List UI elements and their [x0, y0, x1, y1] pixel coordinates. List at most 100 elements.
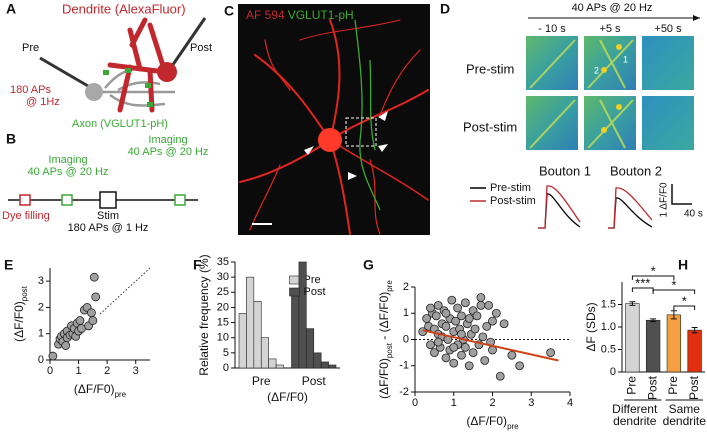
arrowheads: [304, 111, 388, 180]
label-part: - (ΔF/F0): [377, 292, 391, 343]
y-tick-label: 1.0: [601, 321, 616, 333]
significance-label: *: [651, 263, 656, 278]
stim-line: @ 1Hz: [26, 96, 60, 108]
scale-y-label: 1 ΔF/F0: [659, 182, 670, 217]
y-tick-label: 0: [38, 354, 44, 366]
significance-bracket: [673, 305, 696, 310]
time-label: +5 s: [599, 23, 621, 35]
protocol-label: 40 APs @ 20 Hz: [572, 2, 653, 14]
point: [75, 316, 85, 325]
time-label: - 10 s: [538, 23, 566, 35]
point: [464, 314, 474, 323]
bar: [275, 364, 284, 369]
y-axis-label: ΔF (SDs): [584, 302, 598, 351]
panel-label: D: [440, 1, 450, 17]
label-part: (ΔF/F0): [74, 382, 115, 396]
significance-bracket: [631, 275, 675, 280]
bar: [298, 261, 307, 369]
x-tick-label: 0: [47, 365, 53, 377]
point: [61, 341, 71, 350]
trace: [538, 185, 581, 229]
bouton-number: 2: [594, 65, 599, 75]
images: [526, 36, 694, 150]
fit-line: [422, 329, 559, 362]
panel-label: B: [6, 131, 16, 147]
x-tick-label: 1: [76, 365, 82, 377]
error-bar: [670, 310, 677, 320]
y-tick-label: 2: [38, 301, 44, 313]
stim-box: [99, 191, 117, 209]
legend-label: Pre: [304, 274, 321, 286]
pre-label: Pre: [22, 42, 39, 54]
bar: [313, 352, 322, 369]
point: [470, 324, 480, 334]
y-tick-label: 3: [38, 275, 44, 287]
point: [482, 321, 492, 331]
point: [426, 303, 435, 313]
dye-box: [19, 194, 31, 206]
point: [460, 342, 470, 352]
x-tick-label: 2: [104, 365, 110, 377]
x-axis-label: (ΔF/F0): [267, 390, 308, 404]
line: Imaging: [48, 154, 87, 166]
dendrite: [107, 17, 168, 113]
line: 40 APs @ 20 Hz: [28, 166, 109, 178]
significance-label: *: [682, 293, 687, 308]
error-bar: [691, 326, 698, 334]
channel: VGLUT1-pH: [288, 8, 354, 22]
point: [476, 300, 486, 310]
point: [499, 319, 509, 329]
legend-label: Pre-stim: [490, 182, 531, 194]
panel-label: E: [4, 257, 13, 273]
point: [441, 308, 451, 318]
point: [468, 348, 478, 358]
point: [457, 311, 466, 321]
stim-label: 180 APs @ 1Hz: [10, 84, 60, 108]
y-axis-label: Relative frequency (%): [197, 254, 211, 375]
point: [457, 350, 466, 360]
y-tick-label: 20: [217, 301, 229, 313]
point: [495, 371, 505, 381]
point: [478, 332, 488, 342]
point: [460, 298, 470, 308]
point: [472, 311, 482, 321]
y-tick-label: 2: [403, 281, 409, 293]
y-tick-label: 0.5: [601, 343, 616, 355]
point: [426, 340, 435, 350]
legend-swatch: [289, 275, 300, 285]
error-bar: [650, 318, 657, 323]
y-tick-label: 0: [610, 366, 616, 378]
group-label: Different: [612, 402, 658, 416]
point: [480, 356, 490, 365]
line: Imaging: [148, 134, 187, 146]
line: 180 APs @ 1 Hz: [68, 222, 149, 234]
point: [457, 329, 466, 339]
boutons: [103, 68, 153, 107]
trace: [608, 187, 653, 229]
stim-line: 180 APs: [10, 84, 51, 96]
panel-label: F: [193, 257, 202, 273]
point: [88, 316, 98, 325]
axis-label: (ΔF/F0)pre: [466, 414, 519, 430]
x-tick-label: 0: [412, 397, 418, 409]
bar: [260, 337, 269, 369]
bar: [666, 314, 682, 373]
point: [48, 351, 58, 361]
significance-label: ***: [635, 275, 650, 290]
point: [476, 293, 486, 302]
point: [491, 308, 501, 318]
bar: [253, 301, 262, 369]
arrow-head: [693, 15, 700, 21]
bar: [645, 319, 661, 373]
significance-label: *: [671, 277, 676, 292]
line: Stim: [97, 210, 119, 222]
x-group-label: Post: [302, 374, 327, 388]
bar: [625, 303, 640, 373]
trace: [538, 193, 581, 229]
zoom-box: [345, 117, 377, 147]
point: [449, 342, 459, 352]
legend-swatch: [289, 287, 300, 297]
y-tick-label: 30: [217, 271, 229, 283]
subscript: pre: [507, 422, 519, 431]
